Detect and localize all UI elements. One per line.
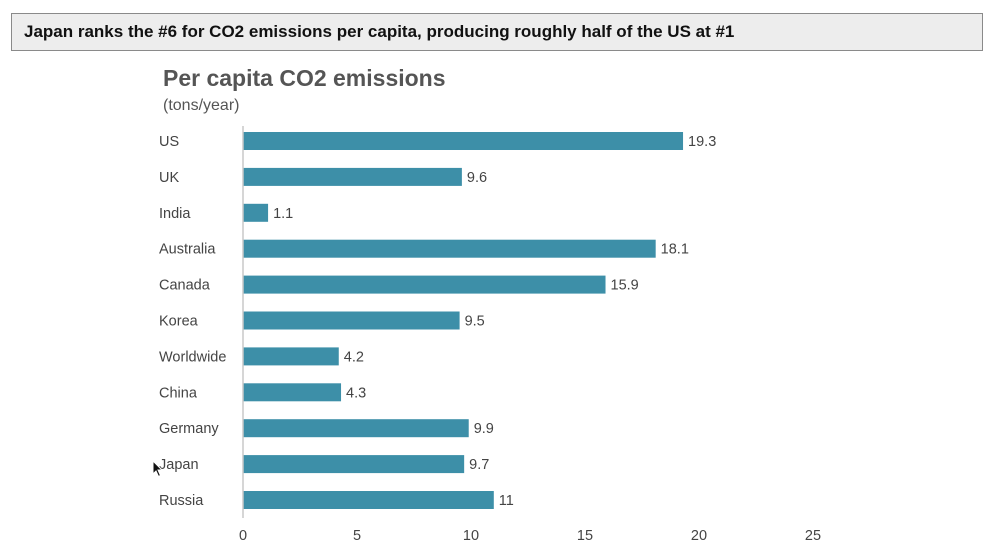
value-label-worldwide: 4.2 [344,349,364,365]
category-label-china: China [159,385,198,401]
bar-uk [243,167,462,186]
bars-layer: US 19.3 UK 9.6 India 1.1 Australia 18.1 Canada 15… [159,132,716,509]
bar-germany [243,419,469,438]
value-label-china: 4.3 [346,385,366,401]
value-label-korea: 9.5 [465,314,485,330]
value-label-india: 1.1 [273,206,293,222]
headline-text: Japan ranks the #6 for CO2 emissions per… [24,22,735,41]
value-label-japan: 9.7 [469,457,489,473]
category-label-germany: Germany [159,421,219,437]
category-label-uk: UK [159,170,179,186]
x-tick-label: 15 [577,528,593,544]
bar-japan [243,455,465,474]
category-label-korea: Korea [159,314,199,330]
bar-russia [243,491,494,509]
x-axis-ticks: 0 5 10 15 20 25 [239,528,821,544]
value-label-canada: 15.9 [611,278,639,294]
value-label-uk: 9.6 [467,170,487,186]
value-label-us: 19.3 [688,134,716,150]
x-tick-label: 0 [239,528,247,544]
x-tick-label: 5 [353,528,361,544]
category-label-india: India [159,206,191,222]
headline-banner: Japan ranks the #6 for CO2 emissions per… [11,13,983,51]
bar-canada [243,275,606,294]
x-tick-label: 20 [691,528,707,544]
bar-worldwide [243,347,339,366]
value-label-germany: 9.9 [474,421,494,437]
chart-subtitle: (tons/year) [163,97,239,114]
x-tick-label: 10 [463,528,479,544]
category-label-japan: Japan [159,457,199,473]
category-label-us: US [159,134,179,150]
mouse-pointer-icon [152,460,164,478]
chart-title: Per capita CO2 emissions [163,65,446,91]
bar-india [243,203,269,222]
category-label-worldwide: Worldwide [159,349,226,365]
bar-us [243,132,684,150]
category-label-russia: Russia [159,493,204,509]
category-label-canada: Canada [159,278,211,294]
value-label-russia: 11 [499,493,514,509]
bar-australia [243,239,656,258]
value-label-australia: 18.1 [661,242,689,258]
category-label-australia: Australia [159,242,216,258]
bar-korea [243,311,460,330]
x-tick-label: 25 [805,528,821,544]
bar-china [243,383,342,402]
